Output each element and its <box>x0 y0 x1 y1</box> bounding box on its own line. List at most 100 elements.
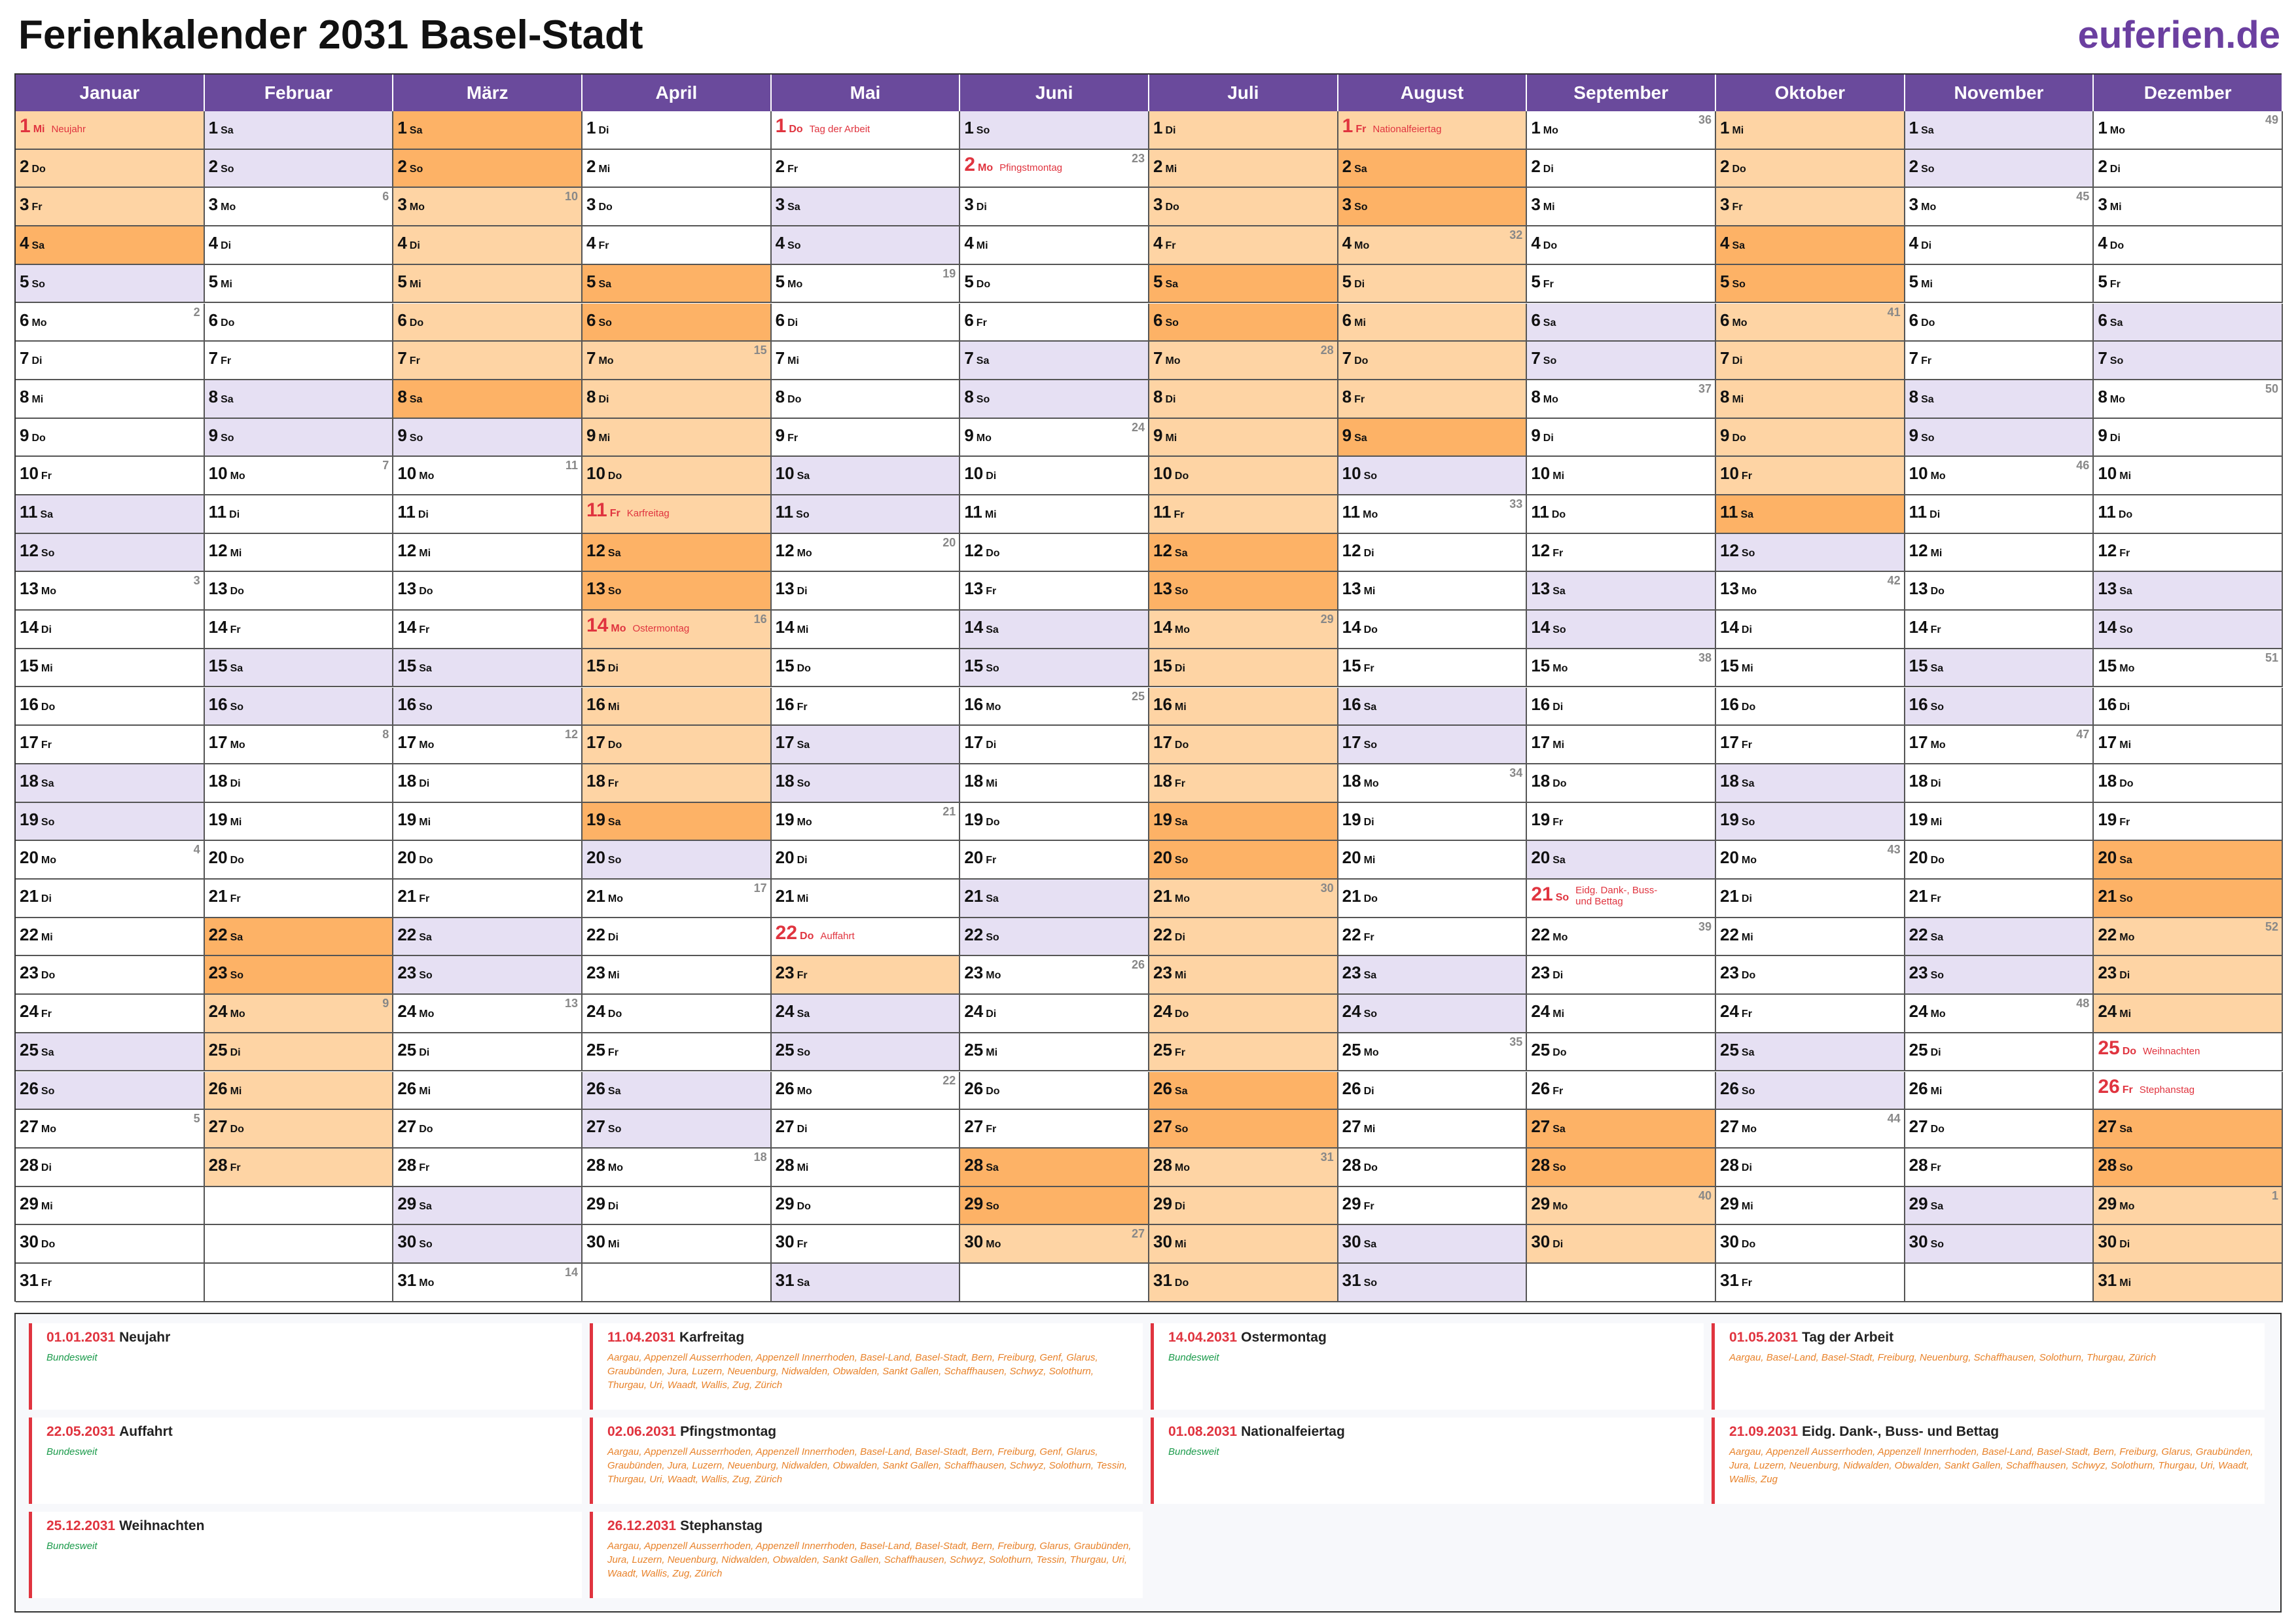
week-number: 4 <box>193 843 200 857</box>
day-cell: 23 Sa <box>1338 956 1528 995</box>
day-label: 26 Mi <box>397 1079 431 1099</box>
weekday: Sa <box>986 893 999 904</box>
day-label: 24 Mo <box>397 1001 434 1022</box>
day-label: 2 So <box>1909 156 1935 177</box>
day-number: 19 <box>964 809 984 829</box>
day-cell: 25 Fr <box>583 1033 772 1072</box>
weekday: Mi <box>31 393 44 405</box>
day-cell: 26 Fr <box>1527 1071 1716 1111</box>
weekday: Di <box>418 509 429 520</box>
day-cell: 6 Do <box>1905 303 2094 342</box>
day-cell: 14 Fr <box>204 611 394 649</box>
day-number: 30 <box>964 1232 984 1252</box>
day-cell: 26 So <box>1716 1071 1905 1111</box>
day-label: 30 Mo <box>964 1232 1001 1252</box>
weekday: Sa <box>1741 777 1755 789</box>
weekday: Di <box>419 777 430 789</box>
day-number: 9 <box>1720 425 1730 445</box>
day-number: 7 <box>586 348 596 368</box>
day-label: 8 Sa <box>209 387 234 407</box>
day-cell: 15 Fr <box>1338 649 1528 688</box>
day-cell: 24 Mi <box>1527 995 1716 1033</box>
day-cell: 1 Di <box>583 111 772 150</box>
day-label: 4 Do <box>1531 233 1557 253</box>
weekday: So <box>1741 1085 1755 1097</box>
month-header: September <box>1527 75 1716 111</box>
day-cell: 26 Sa <box>583 1071 772 1111</box>
day-number: 20 <box>1531 847 1551 868</box>
weekday: Mi <box>1732 125 1744 136</box>
day-label: 8 Mi <box>20 387 43 407</box>
weekday: Do <box>1552 777 1567 789</box>
weekday: So <box>976 125 990 136</box>
day-cell: 10 Do <box>583 457 772 495</box>
holiday-name: Eidg. Dank-, Buss- und Bettag <box>1802 1424 2000 1439</box>
day-cell: 23 Fr <box>771 956 961 995</box>
month-header: Mai <box>771 75 961 111</box>
weekday: So <box>41 1085 55 1097</box>
day-label: 21 Mi <box>776 886 809 906</box>
weekday: Di <box>976 202 987 213</box>
day-label: 29 Mi <box>1720 1194 1753 1214</box>
weekday: Mo <box>1552 662 1568 674</box>
day-number: 15 <box>1720 655 1739 675</box>
day-cell: 30 Sa <box>1338 1225 1528 1264</box>
day-label: 11 Di <box>397 502 429 522</box>
day-label: 9 Di <box>2098 425 2120 446</box>
day-number: 3 <box>964 194 974 215</box>
weekday: Fr <box>2119 816 2130 828</box>
holiday-label: Pfingstmontag <box>999 162 1063 173</box>
day-cell: 12 Sa <box>1149 533 1338 573</box>
weekday: Sa <box>31 240 45 252</box>
weekday: So <box>1741 816 1755 828</box>
day-cell: 13 Mo 3 <box>16 572 205 611</box>
day-label: 1 Do Tag der Arbeit <box>776 115 870 137</box>
day-cell: 20 So <box>583 841 772 880</box>
day-number: 10 <box>1531 463 1551 484</box>
day-cell: 29 Do <box>771 1186 961 1226</box>
week-number: 1 <box>2271 1188 2278 1202</box>
weekday: Sa <box>1930 931 1944 943</box>
day-cell: 30 Fr <box>771 1225 961 1264</box>
day-cell: 15 Di <box>583 649 772 688</box>
weekday: Fr <box>1921 355 1932 367</box>
day-number: 8 <box>1531 386 1541 406</box>
day-number: 17 <box>1531 732 1551 753</box>
day-label: 22 Mo <box>2098 925 2134 945</box>
day-number: 31 <box>20 1270 39 1290</box>
day-label: 8 Sa <box>1909 387 1934 407</box>
day-cell: 13 Sa <box>1527 572 1716 611</box>
day-number: 21 <box>2098 886 2117 906</box>
holiday-item: 01.05.2031 Tag der Arbeit Aargau, Basel-La… <box>1712 1323 2265 1410</box>
week-number: 47 <box>2076 728 2090 741</box>
weekday: Di <box>409 240 420 252</box>
weekday: So <box>31 278 45 290</box>
day-label: 25 Do <box>1531 1040 1566 1060</box>
day-cell: 14 Do <box>1338 611 1528 649</box>
weekday: Mi <box>230 1085 242 1097</box>
weekday: Mi <box>41 662 53 674</box>
weekday: So <box>598 317 612 329</box>
day-cell: 11 Sa <box>16 495 205 534</box>
weekday: Do <box>419 1124 433 1135</box>
day-number: 3 <box>208 194 219 215</box>
day-number: 25 <box>1909 1039 1928 1060</box>
day-label: 10 Sa <box>776 463 810 484</box>
day-number: 12 <box>1909 540 1928 560</box>
holiday-regions: Bundesweit <box>46 1446 98 1457</box>
day-number: 5 <box>1909 271 1919 291</box>
day-cell: 19 Fr <box>2094 802 2283 842</box>
day-label: 14 So <box>1531 617 1566 637</box>
day-number: 13 <box>397 579 417 599</box>
month-header: August <box>1338 75 1528 111</box>
weekday: Mi <box>1741 1200 1753 1212</box>
day-label: 29 Di <box>586 1194 619 1214</box>
day-number: 5 <box>586 271 596 291</box>
day-label: 12 Fr <box>1531 541 1563 561</box>
day-number: 7 <box>1531 348 1541 368</box>
day-label: 1 So <box>964 118 990 138</box>
weekday: Do <box>1363 893 1378 904</box>
site-logo[interactable]: euferien.de <box>2077 14 2280 56</box>
day-number: 11 <box>1342 502 1361 522</box>
day-cell: 28 Di <box>1716 1148 1905 1187</box>
